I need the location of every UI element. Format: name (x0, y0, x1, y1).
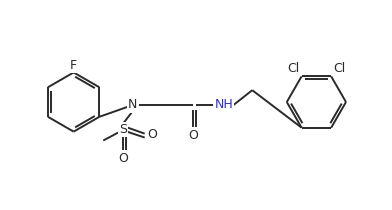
Text: F: F (70, 59, 77, 72)
Text: N: N (128, 98, 138, 112)
Text: Cl: Cl (288, 62, 300, 75)
Text: O: O (118, 152, 128, 165)
Text: Cl: Cl (333, 62, 345, 75)
Text: O: O (148, 128, 158, 141)
Text: NH: NH (214, 98, 233, 112)
Text: O: O (188, 129, 198, 142)
Text: S: S (119, 123, 127, 136)
